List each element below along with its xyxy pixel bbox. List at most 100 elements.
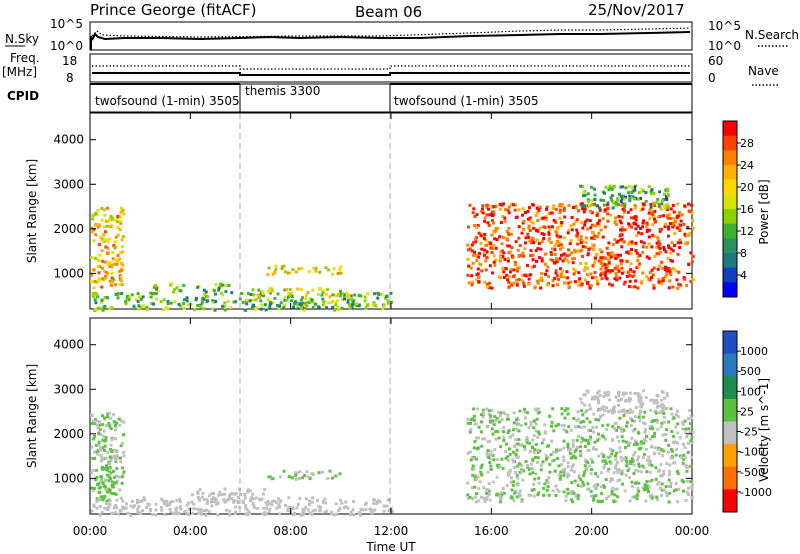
- heatmap-cell: [228, 513, 232, 517]
- heatmap-cell: [690, 203, 694, 207]
- heatmap-cell: [590, 223, 594, 227]
- heatmap-cell: [593, 256, 597, 260]
- heatmap-cell: [652, 192, 656, 196]
- heatmap-cell: [506, 244, 510, 248]
- heatmap-cell: [607, 393, 611, 397]
- heatmap-cell: [90, 226, 94, 230]
- heatmap-cell: [204, 290, 208, 294]
- heatmap-cell: [516, 442, 520, 446]
- heatmap-cell: [657, 239, 661, 243]
- heatmap-cell: [684, 427, 688, 431]
- heatmap-cell: [654, 411, 658, 415]
- heatmap-cell: [639, 396, 643, 400]
- heatmap-cell: [529, 249, 533, 253]
- heatmap-cell: [310, 298, 314, 302]
- heatmap-cell: [676, 202, 680, 206]
- heatmap-cell: [200, 301, 204, 305]
- heatmap-cell: [105, 271, 109, 275]
- heatmap-cell: [236, 495, 240, 499]
- heatmap-cell: [112, 448, 116, 452]
- heatmap-cell: [292, 305, 296, 309]
- heatmap-cell: [619, 185, 623, 189]
- heatmap-cell: [91, 419, 95, 423]
- heatmap-cell: [657, 204, 661, 208]
- heatmap-cell: [323, 510, 327, 514]
- heatmap-cell: [563, 256, 567, 260]
- heatmap-cell: [105, 502, 109, 505]
- heatmap-cell: [614, 274, 618, 278]
- heatmap-cell: [371, 303, 375, 306]
- heatmap-cell: [589, 472, 593, 476]
- heatmap-cell: [558, 211, 562, 215]
- heatmap-cell: [507, 205, 511, 209]
- heatmap-cell: [610, 493, 614, 497]
- heatmap-cell: [530, 467, 534, 471]
- heatmap-cell: [234, 510, 238, 514]
- heatmap-cell: [540, 257, 544, 261]
- heatmap-cell: [520, 469, 524, 473]
- heatmap-cell: [287, 496, 291, 500]
- heatmap-cell: [676, 241, 680, 245]
- heatmap-cell: [657, 480, 661, 484]
- heatmap-cell: [596, 499, 600, 503]
- heatmap-cell: [479, 241, 483, 245]
- heatmap-cell: [233, 492, 237, 496]
- heatmap-cell: [655, 241, 659, 245]
- heatmap-cell: [609, 409, 613, 413]
- heatmap-cell: [678, 246, 682, 249]
- heatmap-cell: [109, 443, 113, 447]
- heatmap-cell: [656, 482, 660, 486]
- heatmap-cell: [284, 503, 288, 507]
- heatmap-cell: [318, 270, 322, 274]
- heatmap-cell: [588, 420, 592, 424]
- heatmap-cell: [622, 408, 626, 412]
- heatmap-cell: [638, 262, 641, 266]
- heatmap-cell: [527, 226, 531, 230]
- heatmap-cell: [298, 496, 302, 500]
- heatmap-cell: [667, 246, 671, 249]
- heatmap-cell: [688, 430, 692, 434]
- heatmap-cell: [477, 487, 481, 491]
- heatmap-cell: [546, 480, 550, 484]
- heatmap-cell: [605, 246, 609, 250]
- heatmap-cell: [290, 295, 294, 299]
- heatmap-cell: [325, 306, 328, 310]
- heatmap-cell: [339, 498, 342, 502]
- heatmap-cell: [333, 293, 337, 297]
- heatmap-cell: [644, 447, 648, 451]
- heatmap-cell: [633, 427, 637, 431]
- freq-tick-low: 8: [66, 71, 74, 85]
- heatmap-cell: [509, 202, 513, 206]
- heatmap-cell: [690, 211, 694, 215]
- heatmap-cell: [583, 464, 587, 468]
- heatmap-cell: [530, 462, 533, 466]
- heatmap-cell: [579, 425, 583, 429]
- heatmap-cell: [479, 470, 483, 474]
- heatmap-cell: [277, 503, 281, 507]
- heatmap-cell: [644, 191, 648, 195]
- heatmap-cell: [594, 483, 598, 487]
- heatmap-cell: [378, 500, 382, 504]
- heatmap-cell: [536, 448, 539, 452]
- heatmap-cell: [96, 295, 100, 299]
- heatmap-cell: [667, 444, 671, 447]
- heatmap-cell: [517, 438, 521, 441]
- heatmap-cell: [609, 447, 612, 451]
- heatmap-cell: [94, 478, 98, 482]
- colorbar-tick-label: 12: [740, 225, 754, 238]
- colorbar-swatch: [723, 489, 737, 513]
- heatmap-cell: [523, 247, 527, 251]
- heatmap-cell: [573, 449, 577, 453]
- heatmap-cell: [608, 269, 612, 273]
- heatmap-cell: [537, 410, 541, 414]
- heatmap-cell: [628, 285, 631, 289]
- x-tick-label: 12:00: [374, 524, 409, 538]
- heatmap-cell: [547, 275, 551, 279]
- heatmap-cell: [90, 280, 93, 284]
- heatmap-cell: [613, 221, 617, 224]
- heatmap-cell: [245, 302, 249, 306]
- heatmap-cell: [604, 437, 608, 441]
- heatmap-cell: [505, 237, 509, 241]
- heatmap-cell: [505, 484, 509, 487]
